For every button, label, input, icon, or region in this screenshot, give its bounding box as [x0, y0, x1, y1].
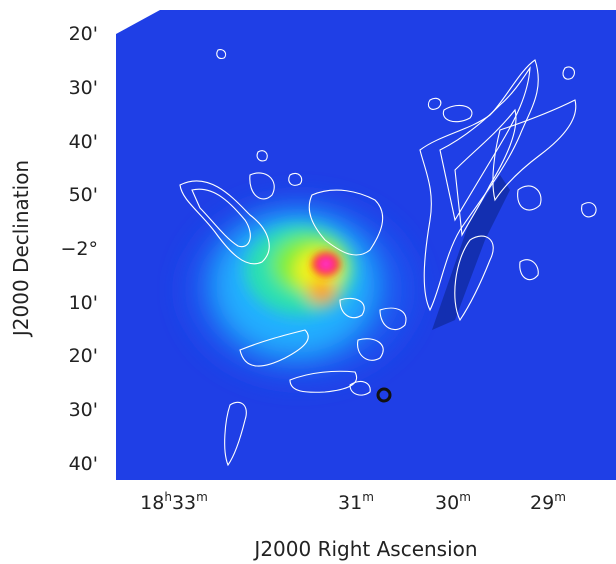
source-marker [376, 387, 392, 403]
contour-lines [179, 49, 597, 467]
x-tick-label: 31m [338, 490, 374, 514]
y-tick-label: 50' [69, 184, 98, 206]
y-tick-label: 30' [69, 399, 98, 421]
y-tick-label: 10' [69, 292, 98, 314]
x-axis-title: J2000 Right Ascension [252, 537, 477, 561]
intensity-image [116, 10, 616, 480]
x-tick-label: 29m [530, 490, 566, 514]
x-tick-label: 30m [435, 490, 471, 514]
y-tick-label: 40' [69, 131, 98, 153]
y-tick-label: −2° [60, 238, 98, 260]
y-tick-label: 40' [69, 453, 98, 475]
emission-orange [308, 280, 336, 304]
y-tick-label: 20' [69, 345, 98, 367]
image-corner-blank [116, 10, 160, 34]
y-tick-label: 30' [69, 77, 98, 99]
dark-filament [432, 175, 510, 330]
emission-peak [319, 258, 333, 270]
y-tick-label: 20' [69, 23, 98, 45]
y-tick-labels: 20' 30' 40' 50' −2° 10' 20' 30' 40' [60, 23, 98, 475]
x-tick-label: 18h33m [140, 490, 208, 514]
x-tick-labels: 18h33m 31m 30m 29m [140, 490, 566, 514]
y-axis-title: J2000 Declination [9, 160, 33, 338]
